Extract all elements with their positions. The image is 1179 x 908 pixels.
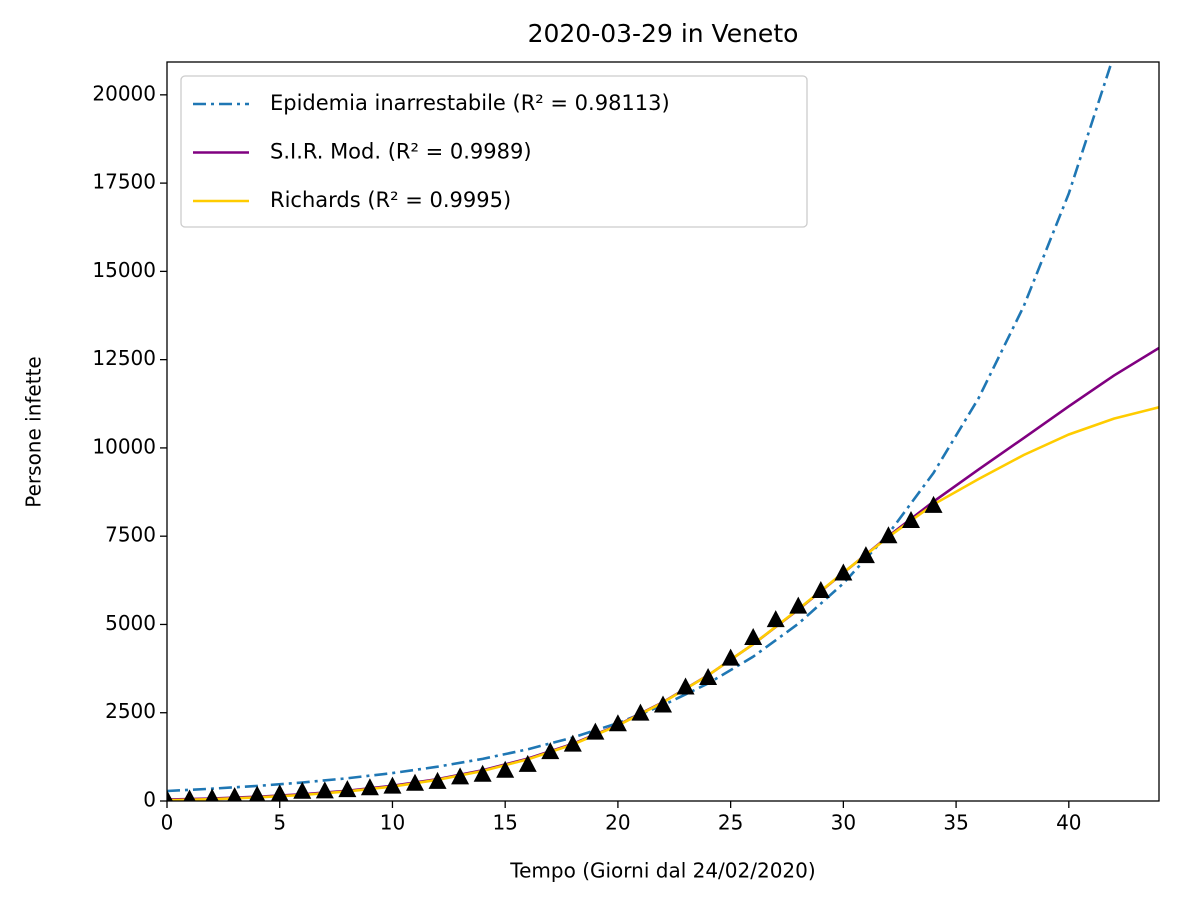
observed-point bbox=[406, 773, 424, 791]
legend: Epidemia inarrestabile (R² = 0.98113) S.I… bbox=[180, 75, 808, 228]
observed-point bbox=[721, 648, 740, 666]
x-tick-label: 25 bbox=[718, 811, 743, 835]
legend-label: S.I.R. Mod. (R² = 0.9989) bbox=[270, 140, 532, 164]
observed-point bbox=[227, 787, 243, 801]
observed-point bbox=[270, 784, 289, 801]
chart-title: 2020-03-29 in Veneto bbox=[528, 19, 799, 48]
legend-label: Richards (R² = 0.9995) bbox=[270, 188, 511, 212]
observed-point bbox=[518, 754, 537, 772]
x-tick-label: 20 bbox=[605, 811, 630, 835]
y-tick-label: 20000 bbox=[92, 81, 156, 105]
observed-point bbox=[293, 781, 312, 799]
observed-point bbox=[856, 546, 875, 564]
observed-point bbox=[879, 526, 898, 544]
x-tick-label: 0 bbox=[161, 811, 174, 835]
x-tick-label: 10 bbox=[380, 811, 405, 835]
observed-point bbox=[586, 722, 605, 740]
observed-point bbox=[924, 495, 943, 513]
x-axis-label: Tempo (Giorni dal 24/02/2020) bbox=[509, 859, 815, 883]
observed-point bbox=[338, 780, 357, 798]
legend-box bbox=[180, 75, 808, 228]
x-tick-label: 40 bbox=[1056, 811, 1081, 835]
observed-point bbox=[766, 610, 785, 628]
line-series bbox=[167, 406, 1159, 801]
x-tick-label: 30 bbox=[831, 811, 856, 835]
observed-point bbox=[167, 789, 173, 801]
plot-frame bbox=[166, 61, 1160, 802]
observed-point bbox=[654, 695, 672, 713]
y-tick-label: 0 bbox=[143, 788, 156, 812]
line-series bbox=[167, 346, 1159, 801]
y-tick-label: 5000 bbox=[105, 611, 156, 635]
observed-point bbox=[541, 742, 560, 760]
observed-point bbox=[563, 734, 582, 752]
observed-point bbox=[249, 785, 266, 801]
observed-point bbox=[315, 781, 334, 799]
observed-point bbox=[676, 677, 695, 695]
legend-label: Epidemia inarrestabile (R² = 0.98113) bbox=[270, 91, 670, 115]
observed-point bbox=[428, 771, 447, 789]
observed-point bbox=[902, 511, 920, 529]
observed-point bbox=[360, 778, 379, 796]
y-tick-label: 12500 bbox=[92, 346, 156, 370]
observed-point bbox=[811, 580, 830, 598]
y-tick-label: 10000 bbox=[92, 434, 156, 458]
observed-point bbox=[473, 764, 492, 782]
observed-point bbox=[608, 714, 627, 732]
plot-area bbox=[167, 62, 1159, 801]
observed-point bbox=[496, 760, 515, 778]
x-tick-label: 5 bbox=[273, 811, 286, 835]
observed-point bbox=[744, 627, 763, 645]
observed-point bbox=[631, 703, 650, 721]
observed-point bbox=[789, 596, 808, 614]
observed-point bbox=[383, 776, 402, 794]
y-tick-label: 7500 bbox=[105, 523, 156, 547]
y-axis-label: Persone infette bbox=[22, 356, 46, 507]
observed-point bbox=[205, 788, 219, 801]
x-tick-label: 35 bbox=[943, 811, 968, 835]
y-tick-label: 17500 bbox=[92, 170, 156, 194]
observed-point bbox=[183, 789, 196, 801]
observed-point bbox=[834, 563, 853, 581]
y-tick-label: 15000 bbox=[92, 258, 156, 282]
observed-point bbox=[451, 767, 470, 785]
y-tick-label: 2500 bbox=[105, 699, 156, 723]
x-tick-label: 15 bbox=[492, 811, 517, 835]
observed-point bbox=[699, 667, 718, 685]
